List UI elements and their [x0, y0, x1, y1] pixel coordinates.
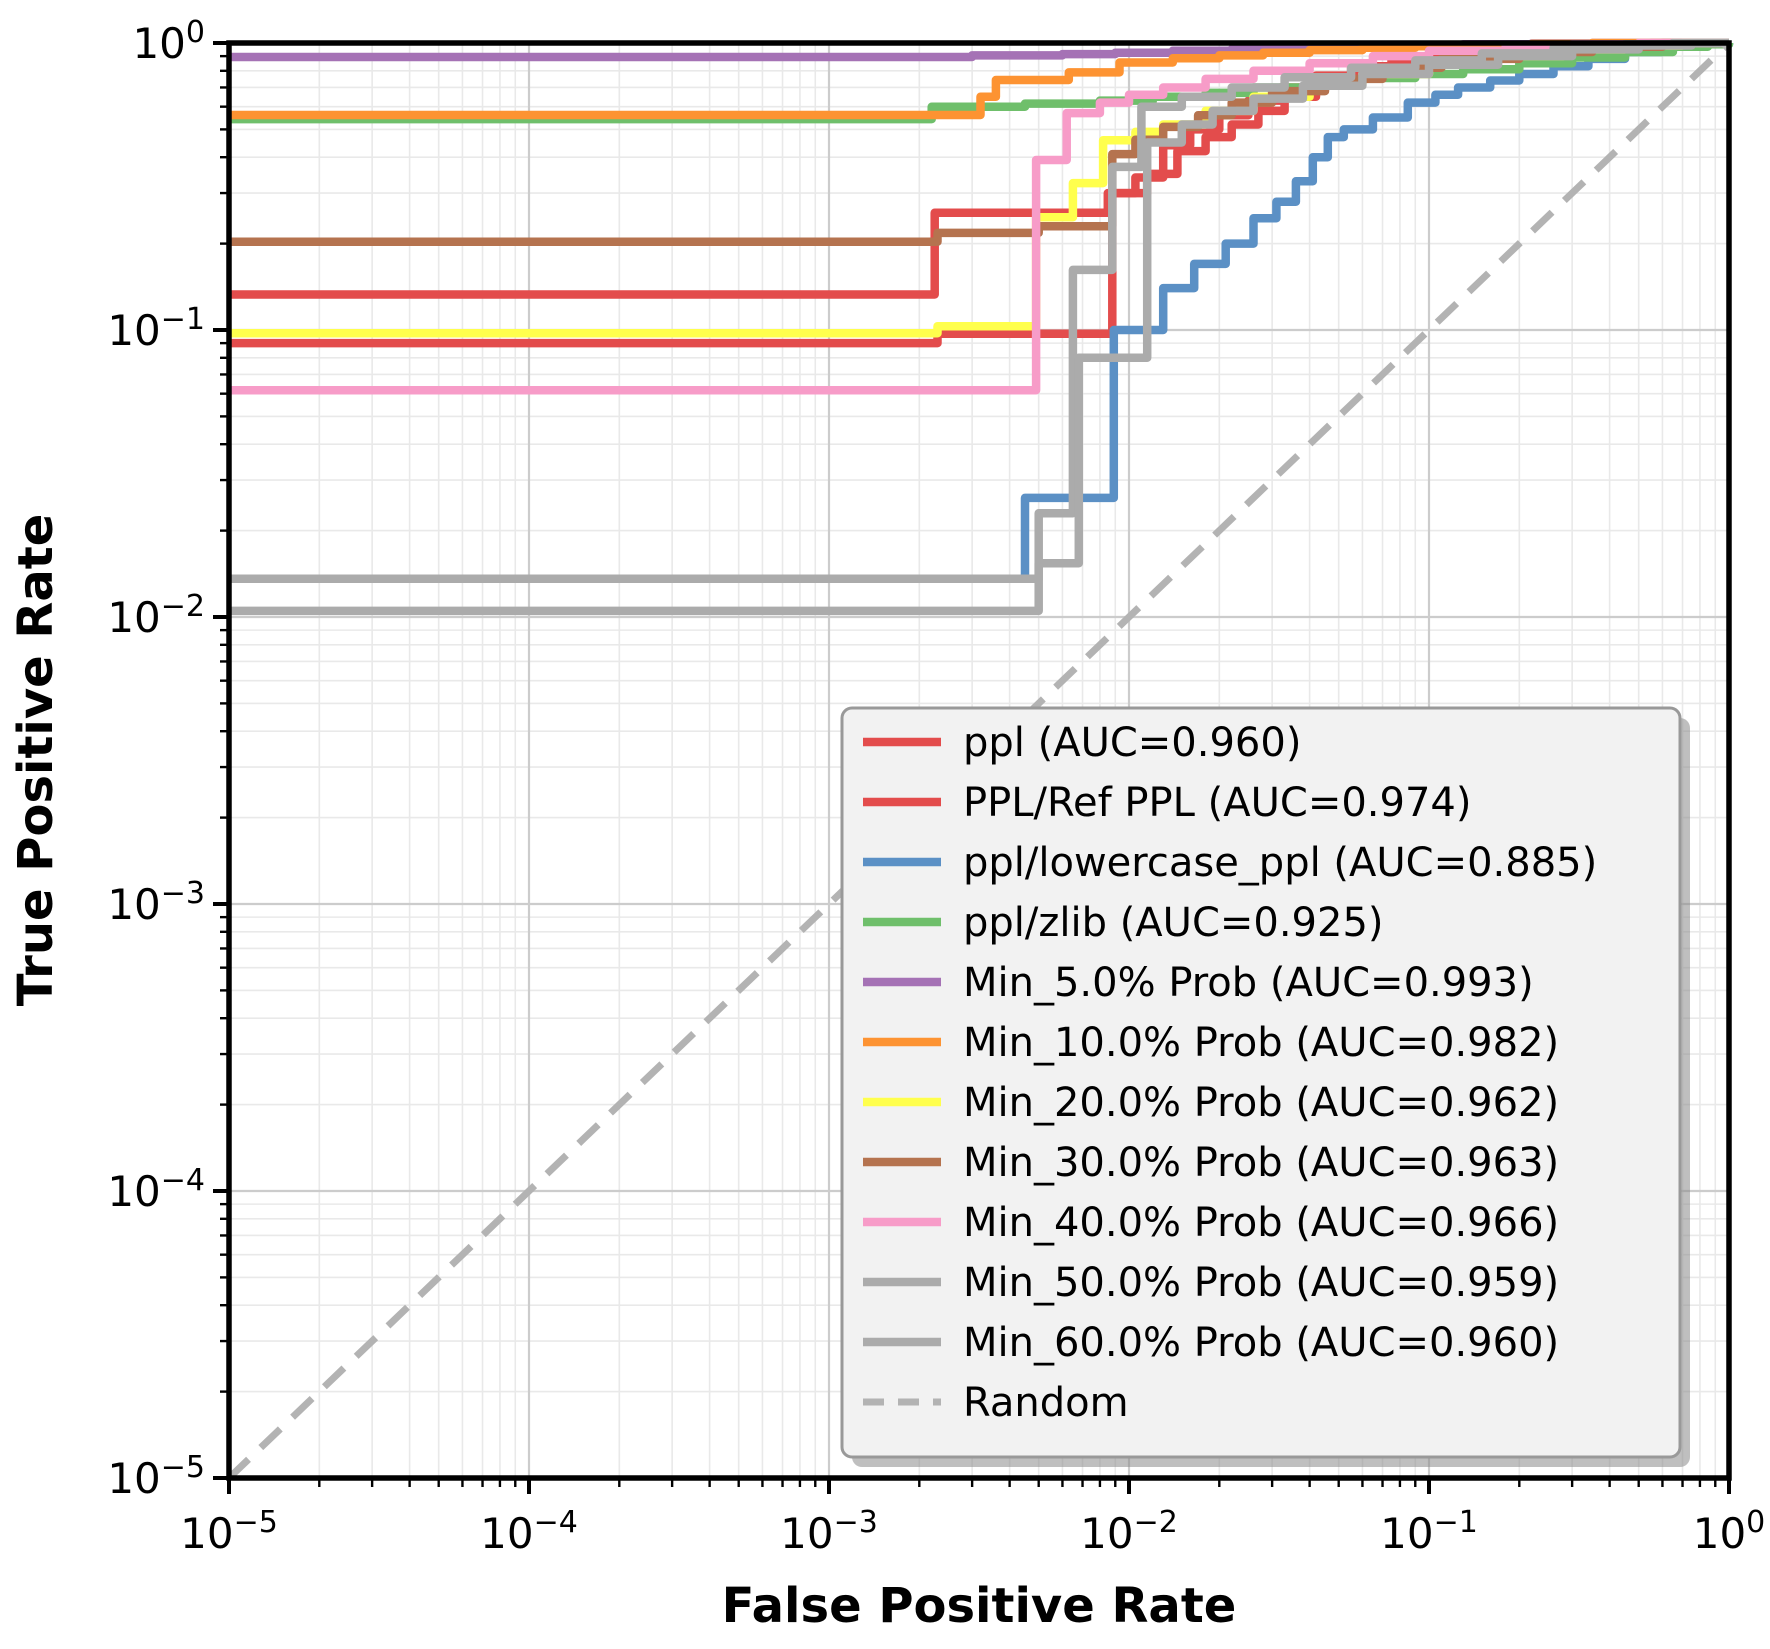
x-tick-label: 10−1 [1380, 1505, 1478, 1558]
legend-item-ppl-zlib: ppl/zlib (AUC=0.925) [863, 900, 1384, 946]
legend-item-ppl-lowercase-ppl: ppl/lowercase_ppl (AUC=0.885) [863, 840, 1597, 886]
y-tick-label: 100 [132, 15, 205, 68]
legend-label-ppl-zlib: ppl/zlib (AUC=0.925) [963, 900, 1384, 946]
series-min-20-prob [229, 38, 1729, 338]
legend-item-min-30-prob: Min_30.0% Prob (AUC=0.963) [863, 1140, 1559, 1186]
y-tick-label: 10−1 [107, 302, 205, 355]
series-min-40-prob [229, 38, 1729, 395]
x-tick-label: 10−3 [780, 1505, 878, 1558]
axis-tick-labels: 10−5 10−4 10−3 10−2 10−1 100 100 10−1 10−2 10−3 10… [107, 15, 1765, 1558]
x-tick-label: 10−4 [480, 1505, 578, 1558]
axis-ticks [213, 41, 1731, 1494]
legend-label-min-30-prob: Min_30.0% Prob (AUC=0.963) [963, 1140, 1559, 1186]
legend-item-random: Random [863, 1380, 1129, 1426]
legend-label-ppl-lowercase-ppl: ppl/lowercase_ppl (AUC=0.885) [963, 840, 1597, 886]
legend-label-min-50-prob: Min_50.0% Prob (AUC=0.959) [963, 1260, 1559, 1306]
legend-label-min-5-prob: Min_5.0% Prob (AUC=0.993) [963, 960, 1534, 1006]
y-tick-label: 10−5 [107, 1450, 205, 1503]
y-tick-label: 10−4 [107, 1163, 205, 1216]
legend-label-ppl-ref-ppl: PPL/Ref PPL (AUC=0.974) [963, 780, 1471, 826]
series-min-50-prob [229, 38, 1729, 583]
plot-border [226, 40, 1732, 1481]
x-tick-label: 10−2 [1080, 1505, 1178, 1558]
legend-item-min-20-prob: Min_20.0% Prob (AUC=0.962) [863, 1080, 1559, 1126]
series-min-60-prob [229, 38, 1729, 616]
y-tick-label: 10−3 [107, 876, 205, 929]
legend-box [840, 706, 1682, 1459]
legend-item-min-40-prob: Min_40.0% Prob (AUC=0.966) [863, 1200, 1559, 1246]
x-tick-label: 10−5 [180, 1505, 278, 1558]
axes-spines [226, 40, 1732, 1481]
legend: ppl (AUC=0.960) PPL/Ref PPL (AUC=0.974) pp… [840, 706, 1690, 1467]
x-axis-title: False Positive Rate [722, 1578, 1237, 1634]
legend-label-min-10-prob: Min_10.0% Prob (AUC=0.982) [963, 1020, 1559, 1066]
y-axis-title: True Positive Rate [8, 514, 64, 1007]
legend-label-min-60-prob: Min_60.0% Prob (AUC=0.960) [963, 1320, 1559, 1366]
legend-label-min-40-prob: Min_40.0% Prob (AUC=0.966) [963, 1200, 1559, 1246]
series-ppl-lowercase-ppl [229, 40, 1734, 583]
x-tick-label: 100 [1693, 1505, 1766, 1558]
legend-item-min-50-prob: Min_50.0% Prob (AUC=0.959) [863, 1260, 1559, 1306]
legend-item-min-5-prob: Min_5.0% Prob (AUC=0.993) [863, 960, 1534, 1006]
legend-item-min-10-prob: Min_10.0% Prob (AUC=0.982) [863, 1020, 1559, 1066]
legend-label-ppl: ppl (AUC=0.960) [963, 720, 1301, 766]
y-tick-label: 10−2 [107, 589, 205, 642]
legend-label-random: Random [963, 1380, 1129, 1426]
legend-item-ppl-ref-ppl: PPL/Ref PPL (AUC=0.974) [863, 780, 1471, 826]
legend-label-min-20-prob: Min_20.0% Prob (AUC=0.962) [963, 1080, 1559, 1126]
legend-item-ppl: ppl (AUC=0.960) [863, 720, 1301, 766]
legend-item-min-60-prob: Min_60.0% Prob (AUC=0.960) [863, 1320, 1559, 1366]
